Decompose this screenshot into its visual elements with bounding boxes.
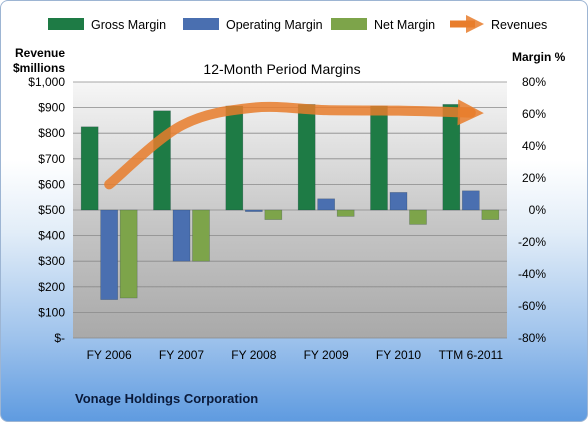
bar-operating-margin [317,198,335,211]
legend-swatch-gross-margin [48,18,84,30]
bar-gross-margin [225,105,244,211]
left-axis-label-line1: Revenue [15,46,65,60]
legend-label-operating-margin: Operating Margin [226,18,323,32]
category-label: FY 2006 [87,348,132,362]
right-tick-label: -20% [518,235,546,249]
legend-label-revenues: Revenues [491,18,547,32]
right-tick-label: -80% [518,331,546,345]
bar-gross-margin [442,104,461,211]
company-name: Vonage Holdings Corporation [75,391,258,406]
right-tick-label: 40% [522,139,546,153]
right-tick-label: 0% [529,203,547,217]
legend-swatch-operating-margin [183,18,219,30]
right-tick-label: 20% [522,171,546,185]
chart-title: 12-Month Period Margins [203,61,360,77]
legend-swatch-net-margin [331,18,367,30]
category-label: FY 2007 [159,348,204,362]
left-tick-label: $300 [38,254,65,268]
left-tick-label: $900 [38,101,65,115]
left-axis-label-line2: $millions [13,61,65,75]
bar-net-margin [264,209,283,220]
revenue-line-layer [104,99,484,190]
bar-net-margin [481,209,500,220]
bar-gross-margin [297,104,316,211]
right-axis-label: Margin % [512,50,566,64]
right-tick-label: 80% [522,75,546,89]
bar-operating-margin [172,209,191,262]
bars-layer [80,104,500,300]
category-label: FY 2010 [376,348,421,362]
left-tick-label: $100 [38,305,65,319]
right-tick-label: 60% [522,107,546,121]
bar-operating-margin [100,209,118,300]
right-axis-ticks: 80% 60% 40% 20% 0% -20% -40% -60% -80% [518,75,546,345]
category-label: TTM 6-2011 [439,348,504,362]
bar-gross-margin [370,105,388,211]
bar-net-margin [409,209,427,225]
bar-gross-margin [80,126,99,211]
left-tick-label: $800 [38,126,65,140]
left-tick-label: $600 [38,177,65,191]
left-tick-label: $500 [38,203,65,217]
left-tick-label: $700 [38,152,65,166]
bar-operating-margin [389,192,408,211]
left-tick-label: $1,000 [28,75,65,89]
left-axis-ticks: $- $100 $200 $300 $400 $500 $600 $700 $800 $900 $1… [28,75,65,345]
bar-operating-margin [245,209,263,212]
left-tick-label: $400 [38,229,65,243]
legend-label-net-margin: Net Margin [374,18,435,32]
bar-operating-margin [462,190,480,211]
revenue-line [104,99,484,190]
legend-label-gross-margin: Gross Margin [91,18,166,32]
bar-net-margin [119,209,138,299]
legend: Gross Margin Operating Margin Net Margin… [48,14,547,34]
category-label: FY 2008 [231,348,276,362]
bar-net-margin [336,209,355,217]
category-labels: FY 2006 FY 2007 FY 2008 FY 2009 FY 2010 TTM 6… [87,348,504,362]
left-tick-label: $- [54,331,65,345]
bar-net-margin [192,209,210,262]
bar-gross-margin [153,110,171,211]
left-tick-label: $200 [38,280,65,294]
category-label: FY 2009 [304,348,349,362]
right-tick-label: -40% [518,267,546,281]
right-tick-label: -60% [518,299,546,313]
